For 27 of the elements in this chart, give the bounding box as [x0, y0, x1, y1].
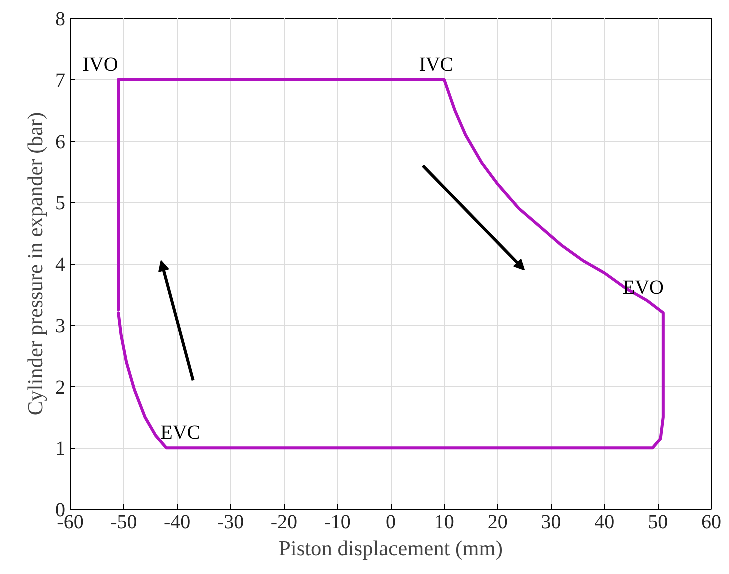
x-tick-label: 40	[594, 512, 615, 534]
x-tick-label: 50	[648, 512, 668, 534]
x-tick-label: 0	[386, 512, 396, 534]
line-series	[117, 78, 665, 450]
y-tick-label: 3	[56, 315, 66, 338]
y-tick-label: 5	[56, 192, 66, 215]
y-tick-label: 7	[56, 70, 66, 92]
y-axis-title: Cylinder pressure in expander (bar)	[24, 112, 48, 416]
x-tick-label: 20	[488, 512, 508, 534]
annotation: EVO	[622, 277, 664, 300]
x-tick-label: 10	[434, 512, 454, 534]
y-tick-label: 6	[56, 131, 66, 154]
x-tick-label: 60	[702, 512, 722, 534]
annotation: IVC	[419, 54, 454, 76]
y-tick-label: 1	[56, 438, 66, 460]
annotation: IVO	[82, 54, 118, 76]
x-tick-label: -40	[164, 512, 191, 534]
x-tick-label: -50	[110, 512, 138, 534]
y-tick-label: 2	[56, 376, 66, 399]
x-axis-title: Piston displacement (mm)	[279, 536, 503, 560]
y-tick-label: 4	[56, 254, 66, 276]
x-tick-label: 30	[541, 512, 562, 534]
x-tick-label: -10	[324, 512, 351, 534]
x-tick-label: -20	[270, 512, 298, 534]
annotation: EVC	[160, 422, 201, 444]
y-tick-label: 8	[56, 8, 66, 30]
x-tick-label: -30	[217, 512, 244, 534]
